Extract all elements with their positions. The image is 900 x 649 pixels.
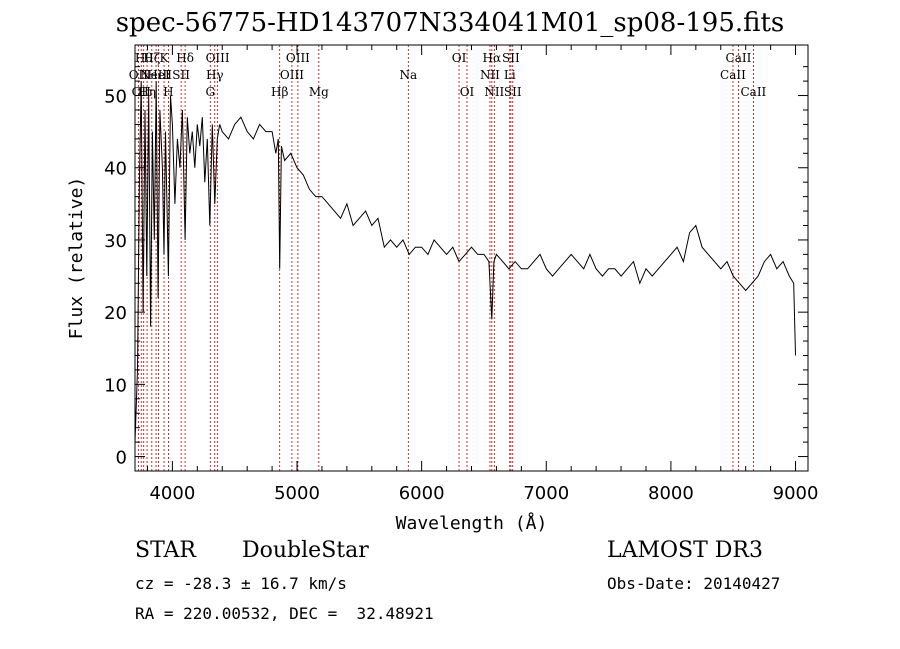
line-label: Hα — [483, 51, 502, 65]
chart-title: spec-56775-HD143707N334041M01_sp08-195.f… — [115, 8, 785, 38]
y-tick-label: 10 — [104, 375, 127, 396]
plot-frame — [134, 44, 809, 472]
line-label: OIII — [280, 68, 304, 82]
object-class: STAR — [135, 538, 196, 563]
line-markers — [137, 45, 754, 471]
y-tick-label: 30 — [104, 231, 127, 252]
line-label: CaII — [726, 51, 752, 65]
x-tick-label: 9000 — [773, 483, 819, 504]
line-label: NII — [480, 68, 500, 82]
line-label: OIII — [286, 51, 310, 65]
y-tick-label: 20 — [104, 303, 127, 324]
spectrum-series — [134, 81, 796, 443]
line-label: OI — [460, 85, 475, 99]
object-subclass: DoubleStar — [242, 538, 369, 563]
line-label: Li — [504, 68, 516, 82]
y-tick-label: 50 — [104, 87, 127, 108]
line-label: OI — [452, 51, 467, 65]
line-label: Mg — [309, 85, 329, 99]
survey-name: LAMOST DR3 — [607, 538, 763, 563]
x-axis-label: Wavelength (Å) — [396, 512, 548, 534]
coordinates-readout: RA = 220.00532, DEC = 32.48921 — [135, 604, 434, 623]
line-label: OIII — [206, 51, 230, 65]
line-label: NeIII — [140, 68, 172, 82]
redshift-readout: cz = -28.3 ± 16.7 km/s — [135, 574, 347, 593]
line-label: NII — [484, 85, 504, 99]
line-label: H — [163, 85, 173, 99]
line-label: Hζ — [143, 51, 160, 65]
x-tick-label: 8000 — [648, 483, 694, 504]
spectrum-line — [134, 81, 796, 443]
line-label: Hθ — [135, 51, 153, 65]
line-label: K — [160, 51, 170, 65]
line-label: Hγ — [206, 68, 224, 82]
x-tick-label: 5000 — [274, 483, 320, 504]
line-label: Hβ — [271, 85, 288, 99]
y-tick-label: 0 — [116, 448, 127, 469]
line-label: HeI — [147, 68, 170, 82]
line-label: SII — [502, 51, 520, 65]
y-axis-label: Flux (relative) — [66, 177, 87, 340]
line-label: OII — [129, 68, 149, 82]
x-tick-label: 7000 — [523, 483, 569, 504]
line-label: CaII — [740, 85, 766, 99]
axes: 4000 5000 6000 7000 8000 9000 0 10 20 30 40 50 — [104, 45, 818, 504]
y-tick-label: 40 — [104, 159, 127, 180]
line-label: Na — [399, 68, 417, 82]
line-label: G — [205, 85, 215, 99]
line-label: SII — [172, 68, 190, 82]
x-tick-label: 4000 — [149, 483, 195, 504]
line-label: CaII — [720, 68, 746, 82]
line-labels: OIIOIIHθHηHζNeIIIHeIKHSIIHδGHγOIIIHβOIII… — [129, 51, 767, 99]
line-label: Hδ — [176, 51, 194, 65]
line-label: SII — [504, 85, 522, 99]
x-tick-label: 6000 — [399, 483, 445, 504]
observation-date: Obs-Date: 20140427 — [607, 574, 781, 593]
